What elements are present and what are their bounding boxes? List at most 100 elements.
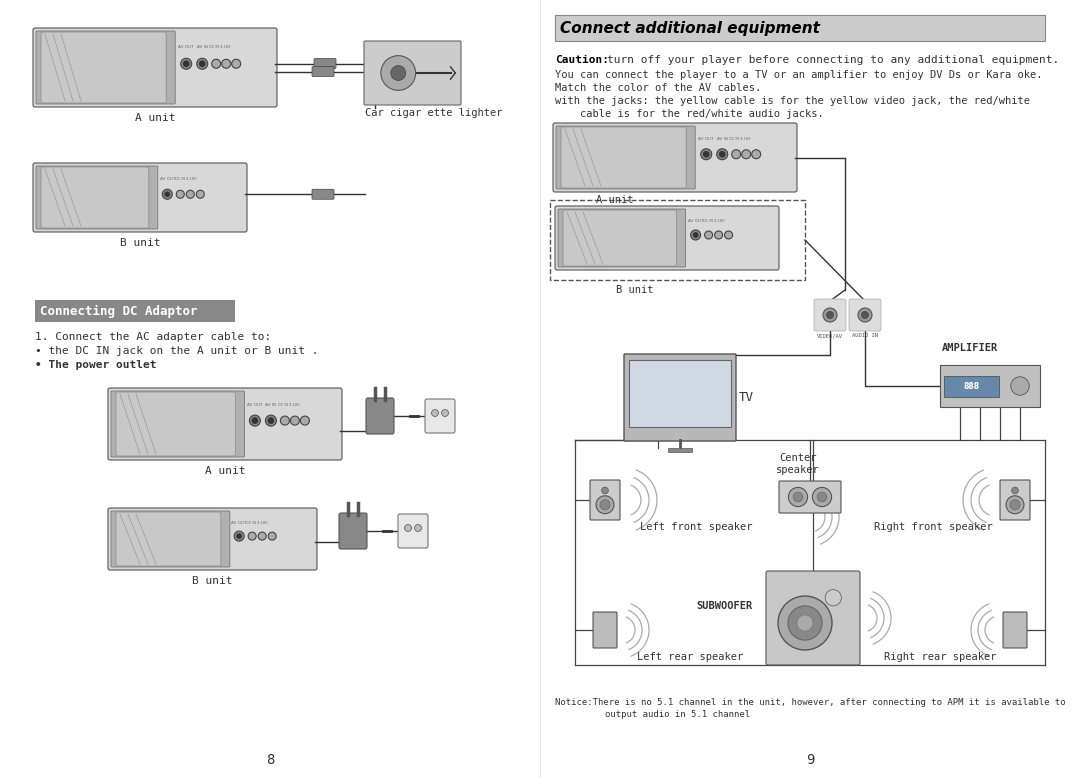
Circle shape: [197, 191, 204, 198]
Circle shape: [704, 231, 713, 239]
Text: 1. Connect the AC adapter cable to:: 1. Connect the AC adapter cable to:: [35, 332, 271, 342]
Circle shape: [281, 416, 289, 425]
Circle shape: [1010, 499, 1020, 510]
Text: A unit: A unit: [596, 195, 634, 205]
FancyBboxPatch shape: [116, 512, 221, 566]
Text: 888: 888: [963, 381, 980, 391]
Circle shape: [176, 191, 185, 198]
FancyBboxPatch shape: [553, 123, 797, 192]
Circle shape: [187, 191, 194, 198]
Circle shape: [1011, 377, 1029, 395]
FancyBboxPatch shape: [36, 166, 158, 229]
Circle shape: [602, 487, 608, 494]
FancyBboxPatch shape: [41, 32, 166, 103]
Text: B unit: B unit: [617, 285, 653, 295]
Circle shape: [432, 409, 438, 416]
Text: A unit: A unit: [205, 466, 245, 476]
Text: Center
speaker: Center speaker: [777, 454, 820, 475]
FancyBboxPatch shape: [312, 189, 334, 199]
Bar: [940, 365, 1040, 407]
Text: DC IN 9-18V: DC IN 9-18V: [279, 403, 299, 407]
Circle shape: [162, 189, 173, 199]
Text: TV: TV: [739, 391, 754, 404]
Text: B unit: B unit: [120, 238, 160, 248]
FancyBboxPatch shape: [849, 299, 881, 331]
Circle shape: [268, 532, 276, 540]
Circle shape: [381, 56, 416, 90]
FancyBboxPatch shape: [366, 398, 394, 434]
FancyBboxPatch shape: [36, 31, 175, 104]
FancyBboxPatch shape: [314, 58, 336, 68]
Circle shape: [858, 308, 872, 322]
Text: • the DC IN jack on the A unit or B unit .: • the DC IN jack on the A unit or B unit…: [35, 346, 319, 356]
Circle shape: [391, 65, 406, 80]
Circle shape: [732, 149, 741, 159]
Text: A unit: A unit: [135, 113, 175, 123]
Text: turn off your player before connecting to any additional equipment.: turn off your player before connecting t…: [607, 55, 1059, 65]
Text: Left rear speaker: Left rear speaker: [637, 652, 743, 662]
Bar: [629, 360, 731, 427]
FancyBboxPatch shape: [312, 66, 334, 76]
Text: Connect additional equipment: Connect additional equipment: [561, 20, 820, 36]
Circle shape: [752, 149, 760, 159]
Circle shape: [199, 61, 205, 67]
Text: Car cigar ette lighter: Car cigar ette lighter: [365, 108, 502, 118]
Text: You can connect the player to a TV or an amplifier to enjoy DV Ds or Kara oke.: You can connect the player to a TV or an…: [555, 70, 1042, 80]
Circle shape: [266, 415, 276, 426]
FancyBboxPatch shape: [33, 163, 247, 232]
Circle shape: [248, 532, 256, 540]
Circle shape: [793, 492, 802, 502]
Circle shape: [701, 149, 712, 159]
Circle shape: [596, 496, 613, 513]
Circle shape: [788, 606, 822, 640]
Bar: [669, 448, 692, 452]
Text: 8: 8: [266, 753, 274, 767]
Circle shape: [788, 487, 808, 506]
Circle shape: [291, 416, 299, 425]
Text: AMPLIFIER: AMPLIFIER: [942, 343, 998, 353]
Circle shape: [703, 151, 710, 157]
Circle shape: [249, 415, 260, 426]
Text: Left front speaker: Left front speaker: [640, 522, 753, 532]
Text: AV OUT: AV OUT: [160, 177, 175, 181]
FancyBboxPatch shape: [593, 612, 617, 648]
FancyBboxPatch shape: [814, 299, 846, 331]
FancyBboxPatch shape: [555, 206, 779, 270]
Circle shape: [826, 311, 834, 318]
FancyBboxPatch shape: [779, 481, 841, 513]
FancyBboxPatch shape: [590, 480, 620, 520]
FancyBboxPatch shape: [766, 571, 860, 665]
FancyBboxPatch shape: [116, 392, 235, 456]
Text: AUDIO IN: AUDIO IN: [852, 333, 878, 338]
Circle shape: [715, 231, 723, 239]
FancyBboxPatch shape: [556, 126, 696, 189]
Circle shape: [862, 311, 868, 318]
Circle shape: [300, 416, 309, 425]
Text: Right rear speaker: Right rear speaker: [885, 652, 997, 662]
Text: AV OUT: AV OUT: [231, 520, 247, 524]
Circle shape: [258, 532, 266, 540]
Text: AV OUT: AV OUT: [247, 403, 262, 407]
Circle shape: [232, 59, 241, 68]
Text: DC IN 9-18V: DC IN 9-18V: [175, 177, 197, 181]
Text: Right front speaker: Right front speaker: [874, 522, 993, 532]
Text: B unit: B unit: [192, 576, 233, 586]
Circle shape: [221, 59, 231, 68]
Circle shape: [212, 59, 220, 68]
Circle shape: [742, 149, 751, 159]
Text: VIDEO/AV: VIDEO/AV: [816, 333, 843, 338]
Circle shape: [797, 615, 813, 631]
Text: AV OUT: AV OUT: [699, 137, 714, 142]
FancyBboxPatch shape: [563, 210, 676, 266]
Text: 9: 9: [806, 753, 814, 767]
Circle shape: [719, 151, 725, 157]
Circle shape: [1007, 496, 1024, 513]
Circle shape: [234, 531, 244, 541]
FancyBboxPatch shape: [111, 511, 230, 567]
Circle shape: [600, 499, 610, 510]
Circle shape: [778, 596, 832, 650]
Circle shape: [184, 61, 189, 67]
Text: DC IN 9-18V: DC IN 9-18V: [246, 520, 268, 524]
Text: Caution:: Caution:: [555, 55, 609, 65]
Circle shape: [693, 233, 698, 237]
